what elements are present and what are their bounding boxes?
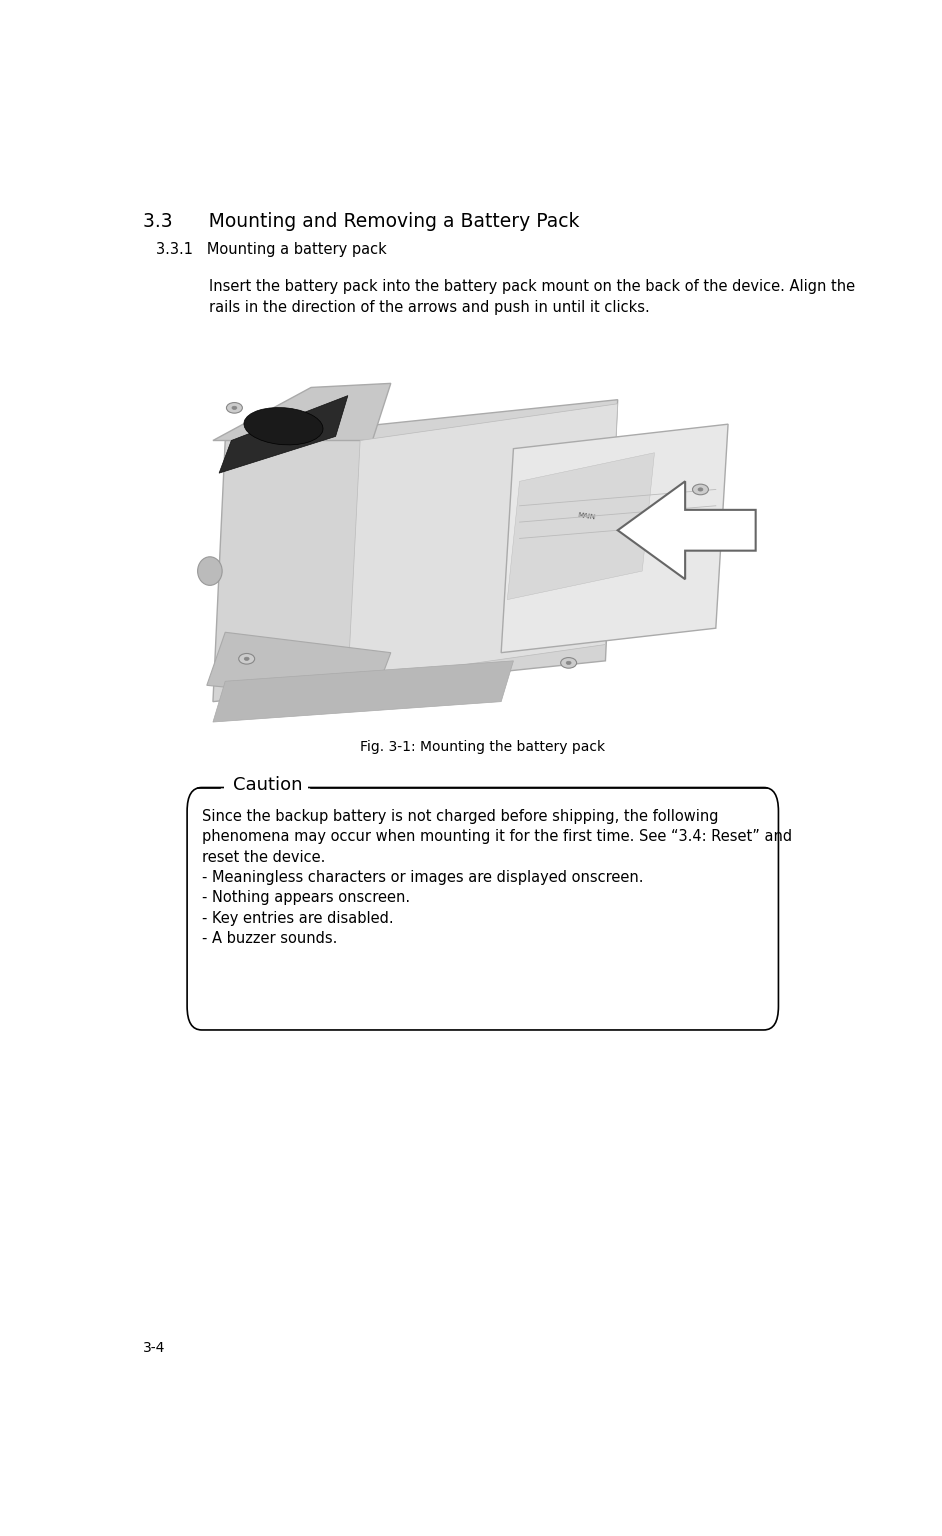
FancyBboxPatch shape [187,788,778,1031]
Text: Since the backup battery is not charged before shipping, the following
phenomena: Since the backup battery is not charged … [202,809,792,946]
Bar [223,776,308,797]
Text: Caution: Caution [233,776,302,794]
Text: 3.3      Mounting and Removing a Battery Pack: 3.3 Mounting and Removing a Battery Pack [143,212,580,230]
Text: 3-4: 3-4 [143,1341,166,1355]
Text: Insert the battery pack into the battery pack mount on the back of the device. A: Insert the battery pack into the battery… [209,280,855,315]
Text: 3.3.1   Mounting a battery pack: 3.3.1 Mounting a battery pack [155,243,386,257]
Text: Fig. 3-1: Mounting the battery pack: Fig. 3-1: Mounting the battery pack [360,740,606,754]
